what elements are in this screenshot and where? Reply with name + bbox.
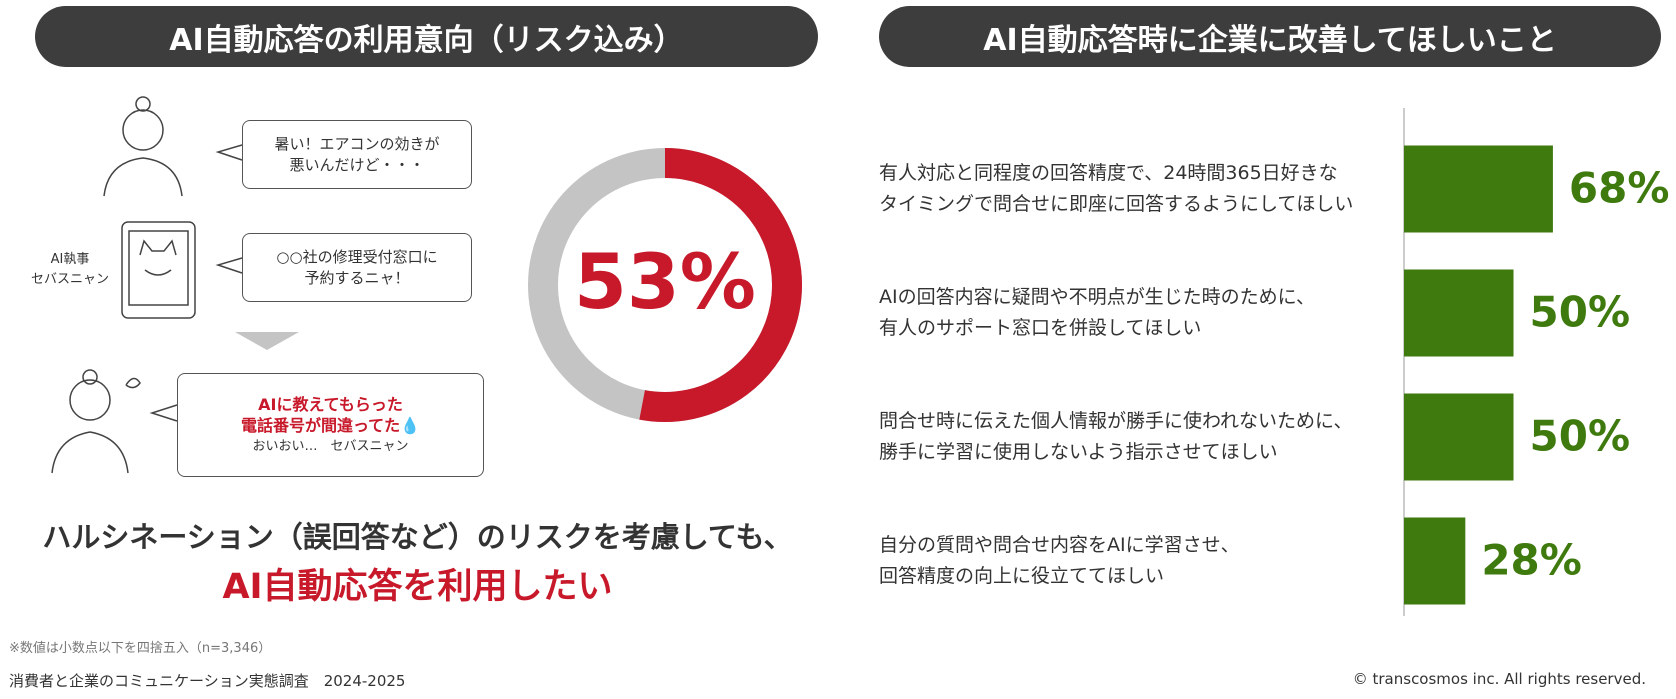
arrow xyxy=(235,332,299,350)
conclusion: ハルシネーション（誤回答など）のリスクを考慮しても、 xyxy=(42,520,793,554)
bubble-subtext: おいおい… セバスニャン xyxy=(252,438,409,454)
category-label: 有人対応と同程度の回答精度で、24時間365日好きな タイミングで問合せに即座に… xyxy=(879,162,1354,215)
category-label: AIの回答内容に疑問や不明点が生じた時のために、 有人のサポート窓口を併設してほ… xyxy=(879,286,1316,339)
category-label: 自分の質問や問合せ内容をAIに学習させ、 回答精度の向上に役立ててほしい xyxy=(879,534,1240,587)
donut-segment xyxy=(639,148,802,422)
chart-title: AI自動応答の利用意向（リスク込み） xyxy=(35,6,818,67)
value-label: 28% xyxy=(1481,536,1582,585)
speech-bubble: ○○社の修理受付窓口に 予約するニャ！ xyxy=(242,233,472,302)
donut-label: 53% xyxy=(574,237,756,326)
conclusion-highlight: AI自動応答を利用したい xyxy=(222,567,613,607)
value-label: 50% xyxy=(1530,412,1631,461)
source: 消費者と企業のコミュニケーション実態調査 2024-2025 xyxy=(9,672,406,690)
value-label: 50% xyxy=(1530,288,1631,337)
ai-name: AI執事 セバスニャン xyxy=(30,252,109,287)
bar xyxy=(1404,393,1514,481)
bar xyxy=(1404,145,1553,233)
value-label: 68% xyxy=(1569,164,1670,213)
illustration xyxy=(51,96,243,474)
category-label: 問合せ時に伝えた個人情報が勝手に使われないために、 勝手に学習に使用しないよう指… xyxy=(879,410,1353,463)
chart-title: AI自動応答時に企業に改善してほしいこと xyxy=(879,6,1661,67)
bubble-text: AIに教えてもらった 電話番号が間違ってた💧 xyxy=(240,394,421,435)
footnote: ※数値は小数点以下を四捨五入（n=3,346） xyxy=(9,641,272,656)
bar xyxy=(1404,269,1514,357)
speech-bubble: AIに教えてもらった 電話番号が間違ってた💧 おいおい… セバスニャン xyxy=(177,373,484,477)
speech-bubble: 暑い！エアコンの効きが 悪いんだけど・・・ xyxy=(242,120,472,189)
copyright: © transcosmos inc. All rights reserved. xyxy=(1352,670,1646,688)
bar xyxy=(1404,517,1466,605)
